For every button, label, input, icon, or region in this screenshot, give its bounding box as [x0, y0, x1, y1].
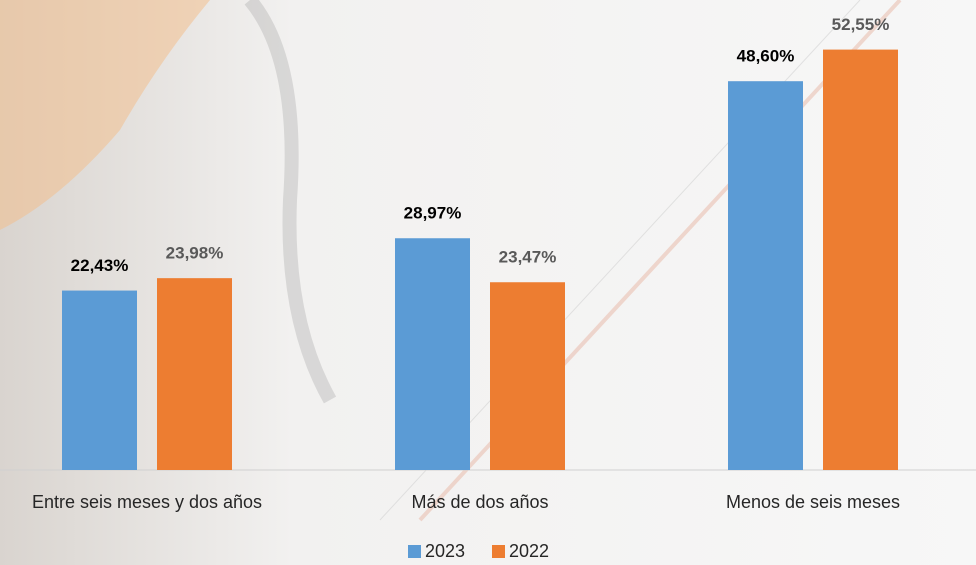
legend-label: 2022 — [509, 541, 549, 561]
bar — [62, 290, 137, 470]
bar — [823, 49, 898, 470]
bar — [157, 278, 232, 470]
background-decoration — [0, 0, 210, 230]
legend-swatch — [492, 545, 505, 558]
x-tick-label: Más de dos años — [411, 492, 548, 512]
bar — [490, 282, 565, 470]
bar — [395, 238, 470, 470]
value-label: 48,60% — [737, 47, 795, 66]
value-label: 52,55% — [832, 15, 890, 34]
value-label: 23,98% — [166, 244, 224, 263]
legend-swatch — [408, 545, 421, 558]
value-label: 28,97% — [404, 204, 462, 223]
value-label: 22,43% — [71, 256, 129, 275]
value-label: 23,47% — [499, 248, 557, 267]
background-decoration — [244, 0, 337, 404]
x-tick-label: Entre seis meses y dos años — [32, 492, 262, 512]
legend-label: 2023 — [425, 541, 465, 561]
x-tick-label: Menos de seis meses — [726, 492, 900, 512]
bar — [728, 81, 803, 470]
